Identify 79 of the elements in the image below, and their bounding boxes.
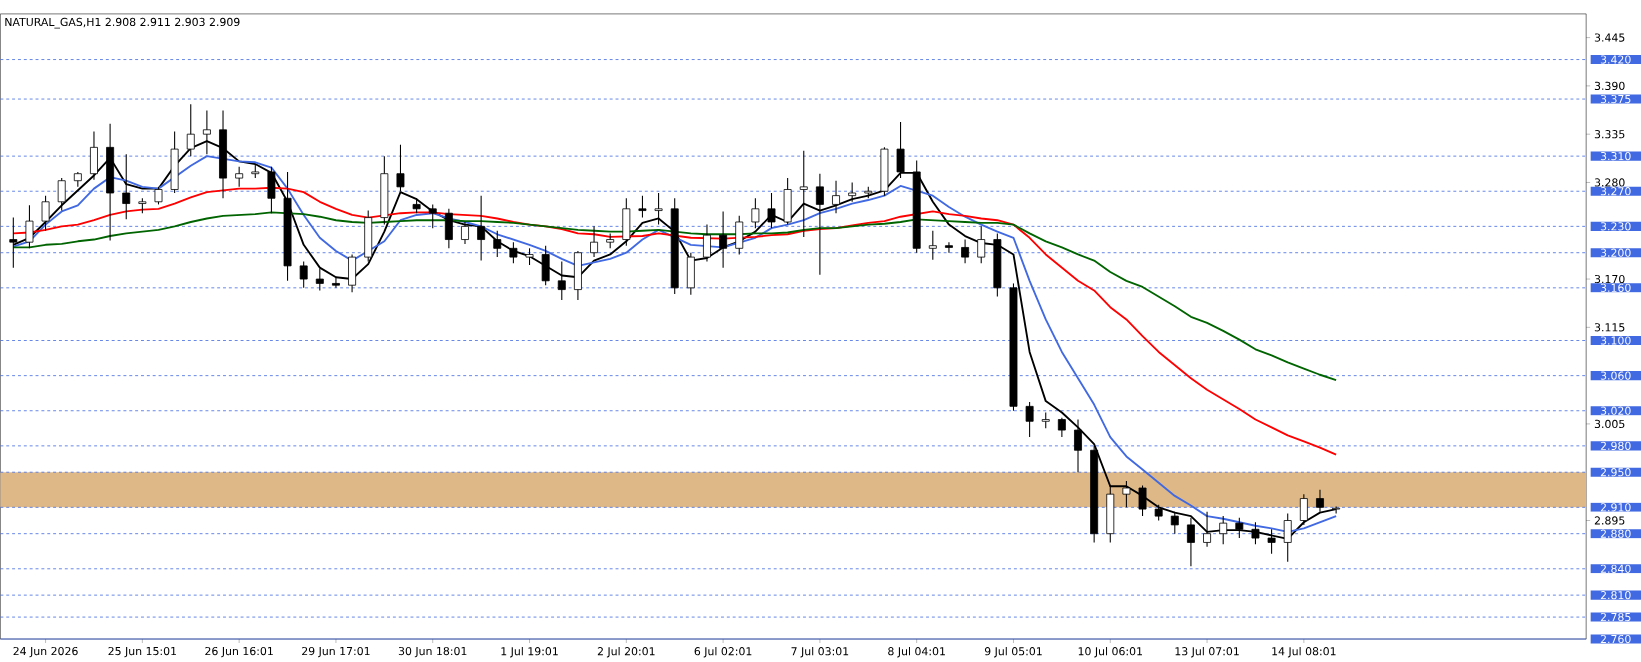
candlestick — [1074, 418, 1082, 473]
y-tick-label: 3.445 — [1594, 33, 1625, 42]
candlestick — [638, 195, 647, 219]
candlestick — [703, 224, 711, 262]
ref-line-label: 2.910 — [1600, 503, 1631, 512]
x-tick-label: 30 Jun 18:01 — [398, 646, 467, 658]
x-tick-label: 7 Jul 03:01 — [791, 646, 849, 658]
candlestick — [832, 180, 840, 214]
ref-line-label: 3.375 — [1600, 94, 1631, 104]
candlestick — [493, 230, 502, 258]
ref-line-label: 3.060 — [1600, 371, 1631, 380]
ref-line-label: 2.980 — [1600, 441, 1631, 450]
ref-line-label: 2.810 — [1600, 590, 1631, 600]
candlestick — [428, 203, 437, 229]
candlestick — [557, 260, 566, 301]
candlestick — [928, 230, 937, 261]
candlestick — [799, 150, 808, 238]
ref-line-label: 2.950 — [1600, 468, 1631, 477]
candlestick — [57, 177, 66, 212]
ref-line-label: 3.270 — [1600, 187, 1631, 196]
ref-line-label: 3.020 — [1600, 406, 1631, 415]
candlestick — [235, 166, 244, 188]
candlestick — [654, 192, 663, 226]
candlestick — [41, 195, 50, 232]
candlestick — [461, 221, 469, 245]
x-tick-label: 10 Jul 06:01 — [1078, 646, 1142, 658]
ref-line-label: 2.880 — [1600, 529, 1631, 538]
candlestick — [767, 192, 776, 229]
ref-line-label: 3.310 — [1600, 151, 1631, 161]
candlestick — [1138, 484, 1147, 517]
ref-line-label: 3.420 — [1600, 55, 1631, 64]
x-tick-label: 14 Jul 08:01 — [1272, 646, 1336, 658]
candlestick — [122, 153, 131, 220]
candlestick — [25, 204, 34, 249]
candlestick — [1299, 493, 1308, 526]
y-tick-label: 3.170 — [1594, 274, 1625, 284]
y-tick-label: 3.005 — [1594, 419, 1625, 429]
candlestick — [315, 267, 324, 291]
y-tick-label: 2.895 — [1594, 516, 1625, 525]
ref-line-label: 3.100 — [1600, 336, 1631, 345]
candlestick — [1057, 417, 1066, 438]
candlestick — [331, 276, 340, 289]
ref-line-label: 3.230 — [1600, 222, 1631, 231]
candlestick — [1170, 511, 1179, 535]
x-tick-label: 24 Jun 2026 — [13, 646, 78, 658]
candlestick — [945, 241, 953, 254]
x-tick-label: 25 Jun 15:01 — [108, 646, 177, 658]
x-tick-label: 9 Jul 05:01 — [984, 646, 1042, 658]
candlestick — [977, 225, 986, 264]
candlestick — [848, 181, 857, 203]
candlestick — [590, 225, 598, 258]
x-tick-label: 26 Jun 16:01 — [205, 646, 273, 658]
ref-line-label: 3.160 — [1600, 283, 1631, 292]
candlestick — [751, 197, 760, 229]
x-tick-label: 6 Jul 02:01 — [694, 646, 752, 658]
y-tick-label: 3.115 — [1594, 323, 1625, 332]
candlestick — [509, 241, 518, 264]
chart-title: NATURAL_GAS,H1 2.908 2.911 2.903 2.909 — [5, 17, 240, 29]
candlestick — [299, 260, 308, 289]
y-tick-label: 3.280 — [1594, 178, 1625, 187]
candlestick — [477, 195, 486, 262]
ref-line-label: 3.200 — [1600, 248, 1631, 257]
candlestick — [1025, 401, 1034, 438]
candlestick — [1122, 480, 1131, 508]
x-tick-label: 1 Jul 19:01 — [501, 646, 558, 658]
candlestick — [961, 238, 970, 264]
candlestick — [719, 210, 728, 269]
x-tick-label: 8 Jul 04:01 — [888, 646, 945, 658]
ref-line-label: 2.760 — [1600, 634, 1631, 644]
y-tick-label: 3.335 — [1594, 130, 1625, 139]
ref-line-label: 2.785 — [1600, 612, 1631, 622]
ref-line-label: 2.840 — [1600, 564, 1631, 573]
x-tick-label: 2 Jul 20:01 — [597, 646, 655, 658]
candlestick — [815, 173, 824, 276]
y-tick-label: 3.390 — [1594, 81, 1625, 90]
candlestick — [1316, 489, 1324, 513]
x-tick-label: 13 Jul 07:01 — [1175, 646, 1239, 658]
x-tick-label: 29 Jun 17:01 — [302, 646, 370, 658]
candlestick — [396, 144, 405, 192]
